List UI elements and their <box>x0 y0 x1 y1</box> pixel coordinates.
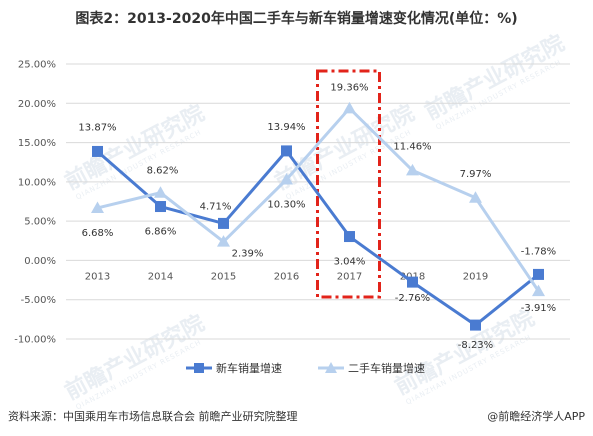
watermark-text: 前瞻产业研究院 <box>61 310 209 405</box>
new-car-data-label: 4.71% <box>200 201 232 212</box>
x-tick-label: 2015 <box>211 271 236 282</box>
y-tick-label: 10.00% <box>18 177 56 188</box>
brand-text: @前瞻经济学人APP <box>487 410 585 423</box>
y-axis: -10.00% -5.00% 0.00% 5.00% 10.00% 15.00% 20.00… <box>14 60 56 346</box>
new-car-data-label: 6.86% <box>145 227 177 238</box>
legend-square-icon <box>194 363 204 373</box>
used-car-marker <box>406 163 419 176</box>
source-note: 资料来源：中国乘用车市场信息联合会 前瞻产业研究院整理 <box>8 410 298 423</box>
used-car-data-label: 11.46% <box>393 141 431 152</box>
used-car-data-label: 19.36% <box>330 82 368 93</box>
new-car-marker <box>281 145 292 157</box>
legend-used-car-label: 二手车销量增速 <box>348 361 425 375</box>
x-tick-label: 2019 <box>463 271 488 282</box>
used-car-data-label: 6.68% <box>82 228 114 239</box>
watermark-text: 前瞻产业研究院 <box>421 30 569 125</box>
new-car-marker <box>470 319 481 331</box>
x-tick-label: 2017 <box>337 271 362 282</box>
used-car-marker <box>343 101 356 114</box>
used-car-data-label: -3.91% <box>521 303 556 314</box>
new-car-data-label: -1.78% <box>521 246 556 257</box>
new-car-marker <box>92 145 103 157</box>
new-car-data-label: 13.94% <box>267 122 305 133</box>
y-tick-label: -5.00% <box>21 295 56 306</box>
y-tick-label: 25.00% <box>18 60 56 71</box>
y-tick-label: 20.00% <box>18 99 56 110</box>
data-labels: 13.87% 6.86% 4.71% 13.94% 3.04% -2.76% -8.23% -… <box>78 82 556 351</box>
used-car-data-label: 7.97% <box>460 169 492 180</box>
used-car-marker <box>154 186 167 198</box>
watermark-text: 前瞻产业研究院 <box>61 100 209 195</box>
y-tick-label: 5.00% <box>24 217 56 228</box>
legend-triangle-icon <box>325 362 337 373</box>
x-tick-label: 2013 <box>85 271 110 282</box>
x-tick-label: 2016 <box>274 271 299 282</box>
series-markers <box>91 101 545 331</box>
used-car-data-label: 2.39% <box>232 249 264 260</box>
new-car-marker <box>218 217 229 229</box>
used-car-marker <box>217 235 230 247</box>
x-axis: 2013201420152016201720182019 <box>85 271 488 282</box>
new-car-data-label: -8.23% <box>458 340 493 351</box>
new-car-marker <box>533 268 544 280</box>
used-car-data-label: 10.30% <box>267 200 305 211</box>
used-car-marker <box>280 173 293 185</box>
highlight-box-2017 <box>316 69 381 299</box>
new-car-data-label: 13.87% <box>78 122 116 133</box>
used-car-line <box>97 106 540 292</box>
new-car-data-label: 3.04% <box>334 257 366 268</box>
legend-new-car-label: 新车销量增速 <box>216 361 282 375</box>
brand-credit: @前瞻经济学人APP <box>487 408 585 424</box>
new-car-data-label: -2.76% <box>395 293 430 304</box>
highlight-box <box>316 69 381 299</box>
series-lines <box>96 106 540 327</box>
chart-gridlines <box>66 63 570 340</box>
new-car-line <box>96 149 540 327</box>
chart-title: 图表2：2013-2020年中国二手车与新车销量增速变化情况(单位：%) <box>75 11 518 27</box>
used-car-marker <box>532 284 545 297</box>
y-tick-label: 15.00% <box>18 138 56 149</box>
new-car-marker <box>407 276 418 288</box>
x-tick-label: 2014 <box>148 271 173 282</box>
used-car-marker <box>469 191 482 203</box>
used-car-data-label: 8.62% <box>147 166 179 177</box>
new-car-marker <box>344 231 355 243</box>
used-car-marker <box>91 201 104 213</box>
y-tick-label: 0.00% <box>24 256 56 267</box>
new-car-marker <box>155 201 166 213</box>
y-tick-label: -10.00% <box>14 335 56 346</box>
legend: 新车销量增速 二手车销量增速 <box>186 361 425 375</box>
